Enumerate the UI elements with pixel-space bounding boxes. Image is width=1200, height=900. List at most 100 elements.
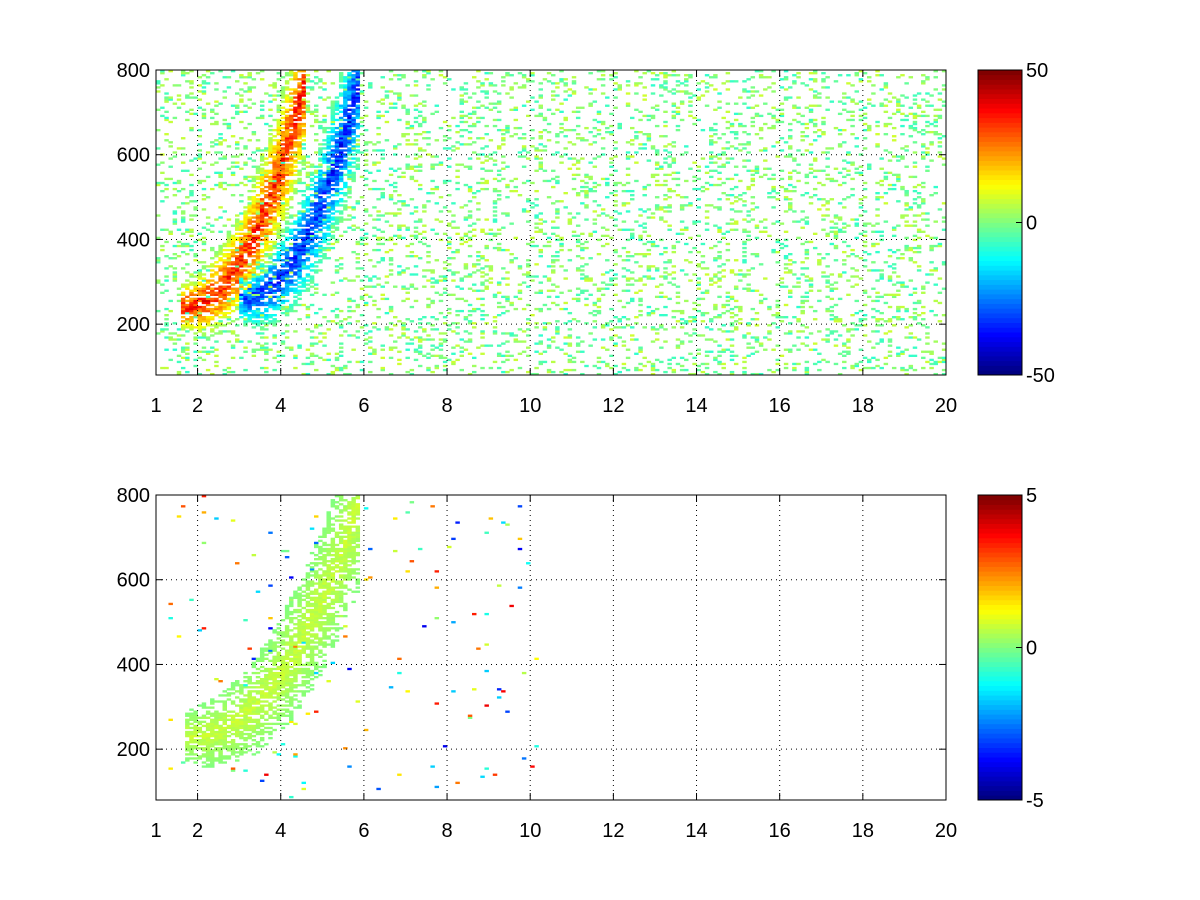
top-heatmap-cell — [268, 208, 273, 211]
top-heatmap-cell — [247, 320, 252, 323]
top-heatmap-cell — [189, 112, 194, 116]
top-heatmap-cell — [575, 287, 581, 290]
top-heatmap-cell — [280, 161, 286, 164]
top-heatmap-cell — [438, 275, 444, 278]
top-heatmap-cell — [214, 299, 219, 303]
top-heatmap-cell — [546, 346, 552, 349]
top-heatmap-cell — [205, 285, 211, 288]
top-heatmap-cell — [459, 114, 464, 118]
top-heatmap-cell — [704, 86, 710, 89]
top-heatmap-cell — [351, 74, 356, 77]
top-heatmap-cell — [679, 368, 685, 372]
top-heatmap-cell — [205, 352, 211, 355]
top-heatmap-cell — [185, 287, 190, 290]
top-heatmap-cell — [330, 153, 336, 156]
top-heatmap-cell — [297, 179, 302, 183]
top-heatmap-cell — [654, 295, 660, 299]
top-heatmap-cell — [218, 157, 223, 160]
top-heatmap-cell — [222, 248, 227, 252]
top-heatmap-cell — [721, 163, 726, 166]
top-heatmap-cell — [654, 74, 660, 77]
top-heatmap-cell — [289, 104, 294, 107]
top-heatmap-cell — [180, 212, 186, 215]
top-heatmap-cell — [530, 137, 535, 140]
top-heatmap-cell — [305, 265, 311, 268]
top-heatmap-cell — [459, 88, 464, 91]
top-heatmap-cell — [717, 165, 722, 168]
top-heatmap-cell — [205, 151, 211, 154]
top-heatmap-cell — [671, 74, 677, 77]
top-heatmap-cell — [297, 102, 302, 105]
top-heatmap-cell — [338, 135, 344, 138]
top-heatmap-cell — [305, 222, 311, 225]
top-heatmap-cell — [318, 153, 323, 156]
top-heatmap-cell — [222, 261, 227, 264]
top-heatmap-cell — [264, 122, 269, 126]
top-heatmap-cell — [376, 214, 381, 217]
top-heatmap-cell — [580, 291, 585, 294]
top-heatmap-cell — [214, 250, 219, 254]
top-heatmap-cell — [301, 236, 306, 240]
top-heatmap-cell — [409, 338, 415, 341]
top-heatmap-cell — [218, 289, 223, 292]
top-heatmap-cell — [280, 157, 286, 160]
top-heatmap-cell — [492, 218, 498, 221]
top-heatmap-cell — [434, 163, 440, 166]
top-heatmap-cell — [338, 151, 344, 154]
top-heatmap-cell — [259, 183, 265, 187]
top-heatmap-cell — [538, 222, 543, 225]
top-heatmap-cell — [555, 135, 560, 138]
top-heatmap-cell — [330, 206, 336, 209]
top-heatmap-cell — [334, 118, 340, 122]
top-heatmap-cell — [276, 175, 282, 179]
top-heatmap-cell — [214, 332, 219, 335]
top-heatmap-cell — [314, 139, 319, 142]
top-heatmap-cell — [226, 259, 232, 262]
top-heatmap-cell — [284, 208, 290, 211]
top-heatmap-cell — [235, 236, 240, 240]
top-heatmap-cell — [268, 248, 273, 252]
top-heatmap-cell — [243, 275, 248, 278]
top-heatmap-cell — [575, 192, 581, 195]
top-heatmap-cell — [679, 228, 685, 231]
top-heatmap-cell — [355, 163, 361, 166]
top-heatmap-cell — [305, 275, 311, 278]
top-heatmap-cell — [309, 112, 315, 116]
top-heatmap-cell — [322, 336, 327, 339]
top-heatmap-cell — [176, 240, 182, 244]
top-heatmap-cell — [671, 309, 677, 313]
top-heatmap-cell — [197, 157, 203, 160]
top-heatmap-cell — [376, 110, 381, 113]
top-heatmap-cell — [272, 155, 277, 158]
top-heatmap-cell — [314, 120, 319, 124]
top-heatmap-cell — [201, 328, 207, 331]
top-heatmap-cell — [293, 151, 298, 154]
top-heatmap-cell — [276, 167, 282, 170]
top-heatmap-cell — [580, 189, 585, 193]
top-heatmap-cell — [476, 269, 481, 272]
top-heatmap-cell — [239, 277, 244, 280]
top-heatmap-cell — [293, 228, 298, 231]
top-heatmap-cell — [197, 322, 203, 325]
top-heatmap-cell — [185, 253, 190, 256]
top-heatmap-cell — [180, 242, 186, 246]
top-heatmap-cell — [218, 307, 223, 311]
top-heatmap-cell — [671, 145, 677, 148]
top-heatmap-cell — [289, 275, 294, 278]
top-heatmap-cell — [243, 277, 248, 280]
top-heatmap-cell — [671, 277, 677, 280]
top-heatmap-cell — [613, 210, 618, 213]
top-heatmap-cell — [334, 100, 340, 103]
top-heatmap-cell — [484, 259, 489, 262]
top-heatmap-cell — [492, 200, 498, 203]
top-heatmap-cell — [305, 78, 311, 81]
top-heatmap-cell — [330, 175, 336, 179]
top-heatmap-cell — [567, 354, 573, 357]
top-heatmap-cell — [642, 230, 647, 233]
top-heatmap-cell — [351, 224, 356, 227]
top-heatmap-cell — [397, 167, 402, 170]
top-heatmap-cell — [551, 98, 556, 101]
top-heatmap-cell — [704, 366, 710, 370]
top-heatmap-cell — [301, 98, 306, 101]
top-heatmap-cell — [259, 265, 265, 268]
